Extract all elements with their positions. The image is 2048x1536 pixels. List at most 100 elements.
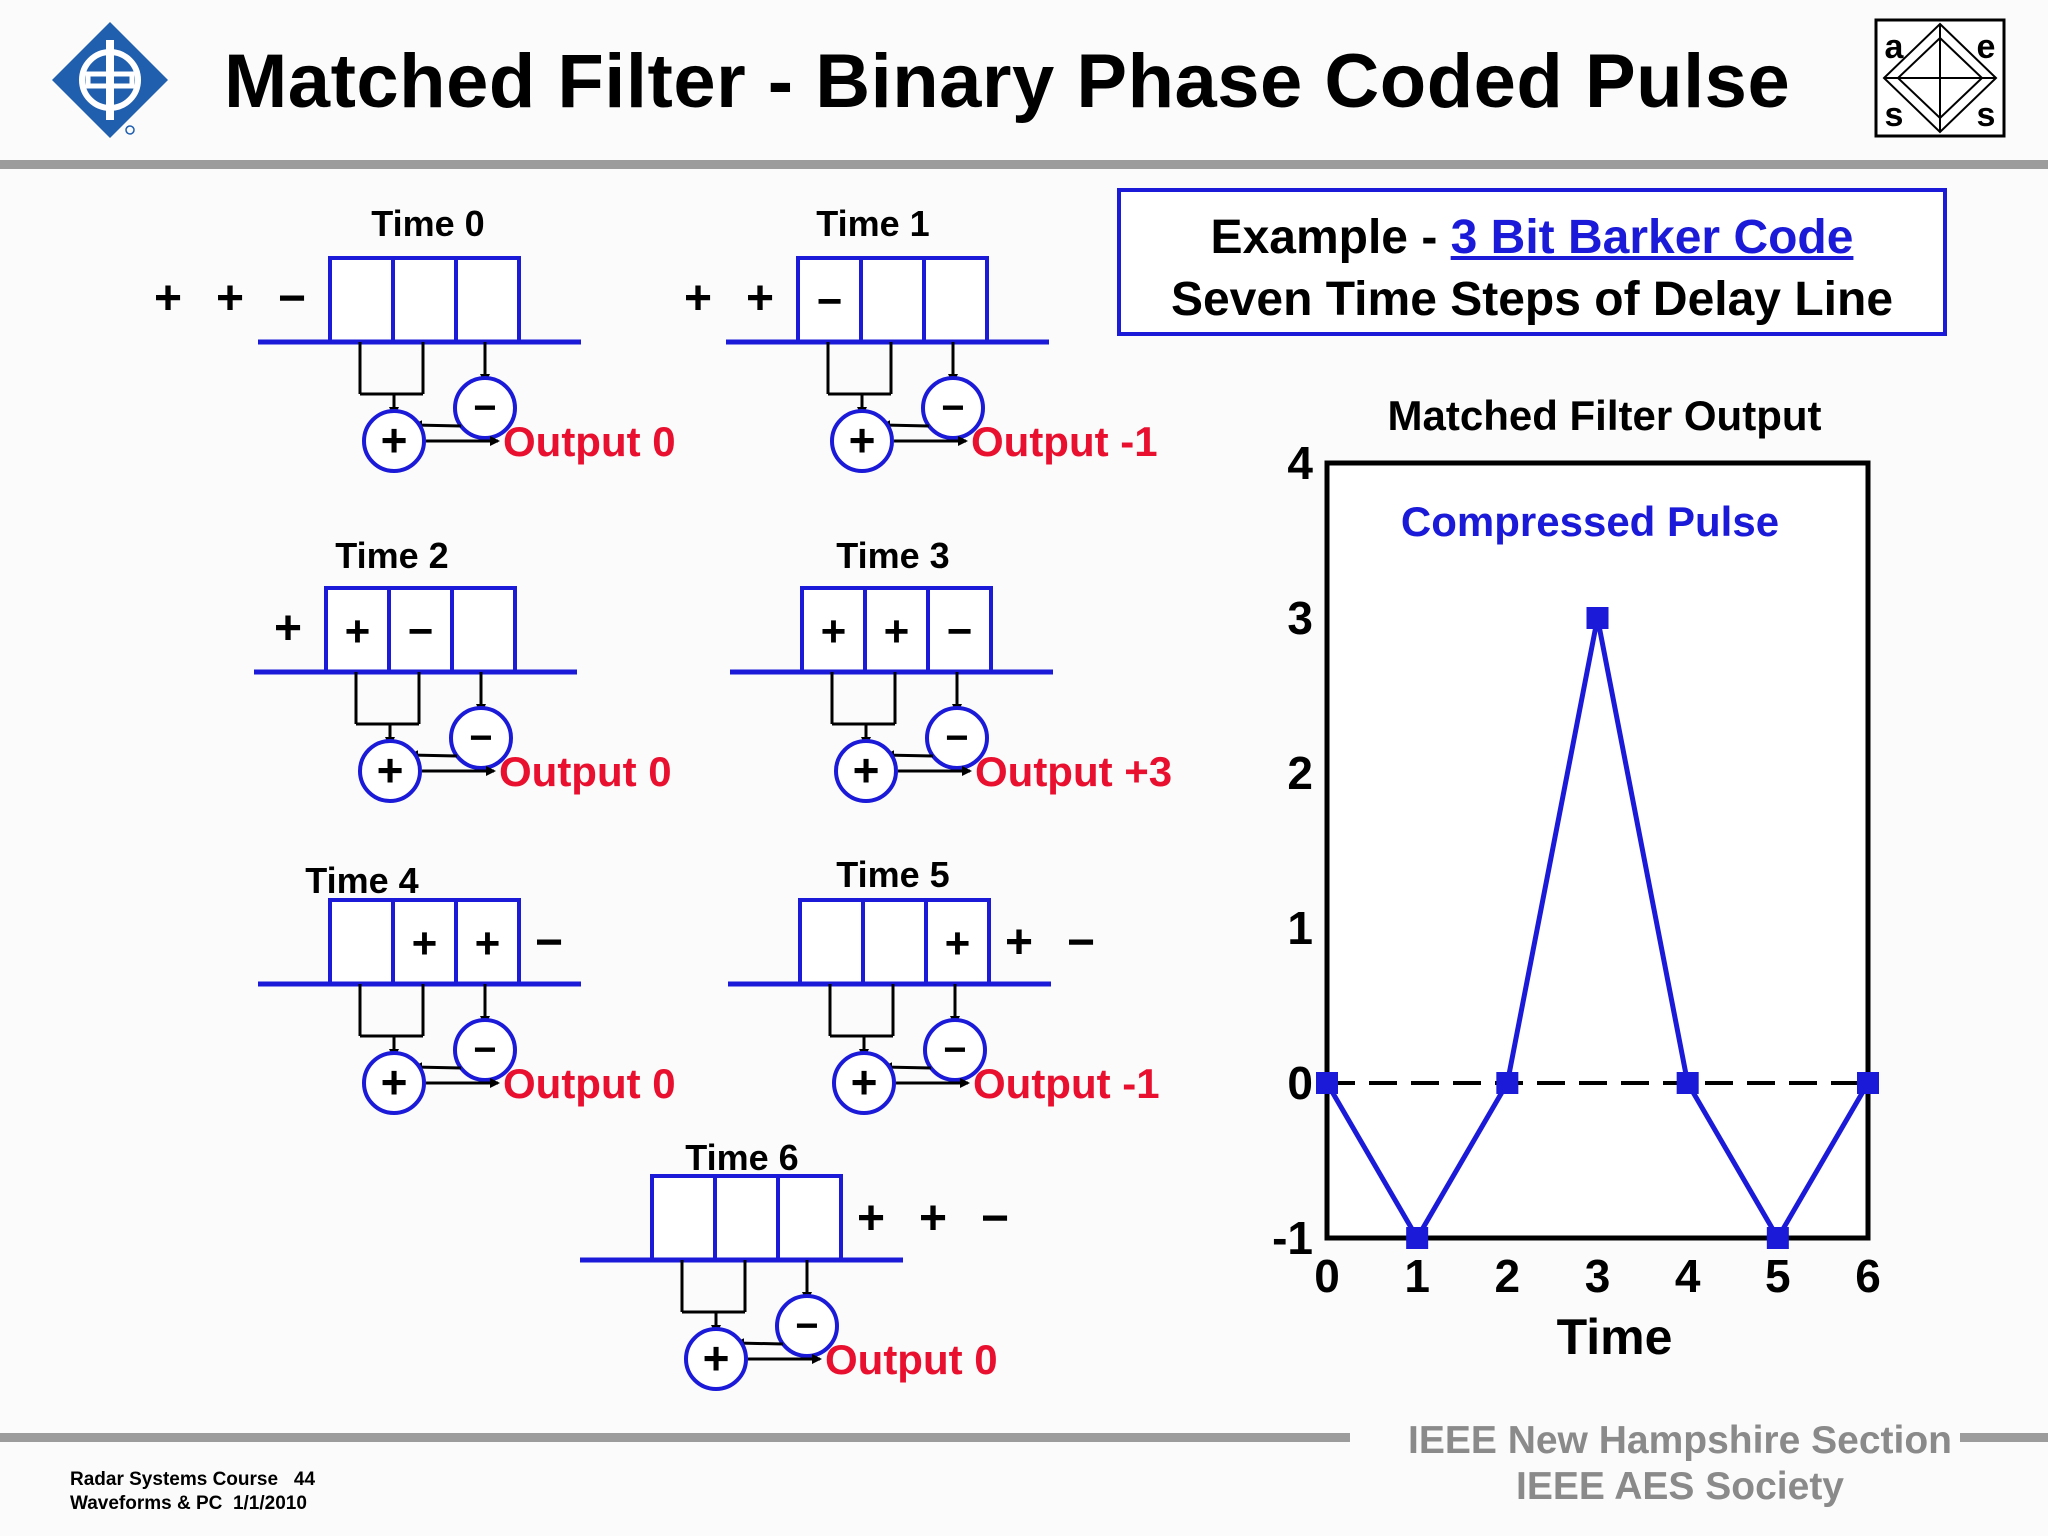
delay-cell <box>391 256 458 344</box>
y-tick-label: -1 <box>1272 1212 1313 1264</box>
time-step-label: Time 1 <box>816 203 929 244</box>
time-step-label: Time 6 <box>685 1137 798 1178</box>
adder-circle <box>832 1051 896 1115</box>
delay-cell <box>800 586 867 674</box>
output-label: Output -1 <box>973 1060 1160 1107</box>
inverter-to-adder-arrow <box>412 1062 462 1073</box>
chart-title: Matched Filter Output <box>1388 392 1822 439</box>
input-symbol: − <box>278 272 306 325</box>
ieee-logo <box>52 22 168 138</box>
inverter-circle <box>453 376 517 440</box>
x-tick-label: 3 <box>1585 1250 1611 1302</box>
inverter-circle <box>775 1294 839 1358</box>
adder-symbol: + <box>377 744 404 796</box>
aess-letter-s: s <box>1885 96 1904 134</box>
output-label: Output 0 <box>499 748 672 795</box>
input-symbol: + <box>154 272 182 325</box>
delay-cell <box>328 898 395 986</box>
inverter-to-adder-arrow <box>882 1062 932 1073</box>
footer-module: Waveforms & PC 1/1/2010 <box>70 1493 307 1514</box>
delay-line-diagram-time-4: Time 4+ + −−+ Output 0 <box>258 860 676 1115</box>
x-tick-label: 0 <box>1314 1250 1340 1302</box>
output-symbol: − <box>981 1192 1009 1245</box>
output-label: Output 0 <box>825 1336 998 1383</box>
inverter-circle <box>925 706 989 770</box>
input-symbol: + <box>216 272 244 325</box>
adder-circle <box>834 739 898 803</box>
adder-symbol: + <box>853 744 880 796</box>
delay-cell <box>924 898 991 986</box>
aess-letter-e: e <box>1977 28 1996 66</box>
matched-filter-chart: Matched Filter Output Compressed Pulse -10… <box>1272 392 1881 1365</box>
inverter-to-adder-arrow <box>734 1338 784 1349</box>
adder-circle <box>358 739 422 803</box>
inverter-circle <box>453 1018 517 1082</box>
inverter-to-adder-arrow <box>884 750 934 761</box>
delay-cell <box>450 586 517 674</box>
adder-circle <box>684 1327 748 1391</box>
chart-annotation: Compressed Pulse <box>1401 498 1779 545</box>
output-label: Output 0 <box>503 418 676 465</box>
time-step-label: Time 4 <box>305 860 418 901</box>
barker-code-link[interactable]: 3 Bit Barker Code <box>1450 211 1854 264</box>
inverter-symbol: − <box>941 386 964 430</box>
delay-cell <box>324 586 391 674</box>
time-step-label: Time 5 <box>836 854 949 895</box>
aess-logo: a e s s <box>1874 18 2006 138</box>
inverter-symbol: − <box>795 1304 818 1348</box>
adder-symbol: + <box>703 1332 730 1384</box>
input-symbol: + <box>274 602 302 655</box>
adder-circle <box>830 409 894 473</box>
data-point <box>1496 1072 1519 1094</box>
delay-cell <box>922 256 989 344</box>
example-prefix: Example - <box>1210 211 1451 264</box>
example-box: Example - 3 Bit Barker Code Seven Time S… <box>1117 188 1947 336</box>
delay-cell <box>454 256 521 344</box>
y-tick-label: 1 <box>1287 902 1313 954</box>
delay-cell <box>859 256 926 344</box>
input-symbol: + <box>746 272 774 325</box>
y-tick-label: 4 <box>1287 437 1313 489</box>
footer-divider-right <box>1960 1433 2048 1442</box>
data-point <box>1586 607 1609 629</box>
x-axis-label: Time <box>1557 1309 1673 1365</box>
output-label: Output 0 <box>503 1060 676 1107</box>
footer-org-society: IEEE AES Society <box>1515 1465 1844 1508</box>
output-symbol: − <box>535 916 563 969</box>
delay-line-diagram-time-1: Time 1−+ +−+ Output -1 <box>684 203 1158 473</box>
inverter-to-adder-arrow <box>408 750 458 761</box>
adder-symbol: + <box>381 414 408 466</box>
footer-divider-left <box>0 1433 1350 1442</box>
delay-line-diagram-time-5: Time 5+ + −−+ Output -1 <box>728 854 1160 1115</box>
inverter-symbol: − <box>945 716 968 760</box>
inverter-symbol: − <box>469 716 492 760</box>
delay-cell <box>798 898 865 986</box>
input-symbol: + <box>684 272 712 325</box>
x-tick-label: 1 <box>1404 1250 1430 1302</box>
cell-symbol: + <box>412 919 438 968</box>
inverter-circle <box>921 376 985 440</box>
example-heading: Example - 3 Bit Barker Code <box>1121 210 1943 265</box>
cell-symbol: − <box>408 607 434 656</box>
delay-line-diagram-time-0: Time 0+ + −−+ Output 0 <box>154 203 676 473</box>
inverter-circle <box>923 1018 987 1082</box>
adder-symbol: + <box>849 414 876 466</box>
cell-symbol: + <box>945 919 971 968</box>
data-point <box>1766 1227 1789 1249</box>
data-point <box>1316 1072 1338 1094</box>
footer-course-info: Radar Systems Course 44 Waveforms & PC 1… <box>70 1468 315 1516</box>
data-point <box>1406 1227 1429 1249</box>
footer-orgs: IEEE New Hampshire Section IEEE AES Soci… <box>1340 1418 2020 1510</box>
adder-circle <box>362 1051 426 1115</box>
output-label: Output -1 <box>971 418 1158 465</box>
inverter-symbol: − <box>473 1028 496 1072</box>
inverter-symbol: − <box>943 1028 966 1072</box>
adder-symbol: + <box>851 1056 878 1108</box>
x-tick-label: 2 <box>1495 1250 1521 1302</box>
delay-cell <box>713 1174 780 1262</box>
output-label: Output +3 <box>975 748 1172 795</box>
delay-line-diagram-time-6: Time 6+ + −−+ Output 0 <box>580 1137 1009 1391</box>
example-subtitle: Seven Time Steps of Delay Line <box>1170 273 1894 326</box>
cell-symbol: + <box>475 919 501 968</box>
